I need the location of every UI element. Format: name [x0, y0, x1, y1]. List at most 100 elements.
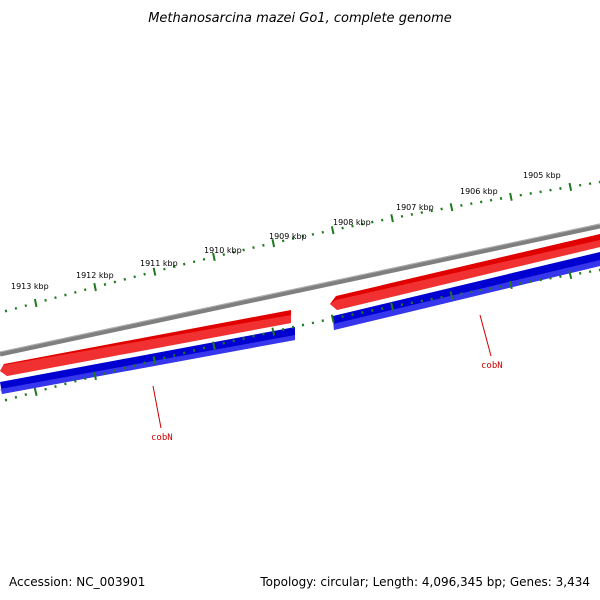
outer-tick-mark — [330, 226, 335, 235]
inner-tick-mark — [351, 313, 354, 316]
inner-tick-mark — [499, 285, 503, 289]
inner-tick-mark — [301, 323, 305, 327]
outer-tick-mark — [430, 209, 433, 213]
inner-tick-mark — [152, 356, 157, 365]
inner-tick-mark — [202, 346, 206, 350]
inner-tick-mark — [529, 280, 532, 284]
inner-tick-mark — [14, 395, 18, 399]
outer-tick-mark — [588, 182, 592, 186]
tick-label-1910: 1910 kbp — [204, 246, 242, 255]
inner-tick-mark — [83, 377, 87, 381]
outer-tick-mark — [222, 253, 226, 256]
outer-tick-mark — [568, 182, 573, 192]
inner-tick-mark — [371, 309, 374, 312]
inner-tick-mark — [24, 393, 28, 397]
inner-tick-mark — [133, 364, 136, 367]
inner-tick-mark — [252, 334, 255, 338]
outer-tick-mark — [371, 220, 374, 224]
outer-tick-mark — [281, 239, 285, 243]
reverse-strand-track — [0, 252, 600, 394]
outer-tick-mark — [54, 296, 57, 300]
outer-tick-mark — [93, 282, 97, 292]
inner-tick-mark — [410, 301, 414, 305]
outer-tick-mark — [529, 192, 532, 195]
inner-tick-mark — [539, 278, 542, 282]
outer-tick-mark — [479, 200, 483, 204]
outer-tick-mark — [420, 211, 424, 215]
gene-label-cobN-left[interactable]: cobN — [151, 433, 173, 443]
inner-tick-mark — [271, 327, 276, 336]
inner-tick-mark — [578, 271, 582, 275]
tick-label-1907: 1907 kbp — [396, 203, 434, 212]
inner-tick-mark — [103, 371, 107, 375]
forward-strand-track — [0, 234, 600, 376]
gene-label-leader-line — [152, 385, 162, 429]
accession-text: Accession: NC_003901 — [9, 575, 145, 589]
outer-tick-mark — [252, 246, 255, 250]
outer-tick-mark — [539, 190, 542, 194]
outer-tick-mark — [380, 218, 384, 222]
inner-tick-mark — [321, 319, 325, 323]
gene-label-cobN-right[interactable]: cobN — [481, 361, 503, 371]
outer-tick-mark — [390, 214, 394, 223]
inner-tick-mark — [519, 281, 523, 285]
inner-tick-mark — [420, 299, 424, 303]
inner-tick-mark — [460, 292, 463, 296]
outer-tick-mark — [64, 293, 67, 297]
outer-tick-mark — [509, 192, 513, 201]
inner-tick-mark — [361, 311, 364, 314]
outer-tick-mark — [152, 267, 157, 276]
outer-tick-mark — [440, 207, 443, 211]
inner-tick-mark — [470, 290, 473, 294]
inner-tick-mark — [93, 371, 97, 381]
outer-tick-mark — [74, 290, 77, 294]
inner-tick-mark — [489, 286, 493, 290]
inner-tick-mark — [4, 398, 8, 402]
inner-tick-mark — [242, 337, 245, 340]
outer-tick-mark — [489, 198, 493, 202]
outer-tick-mark — [499, 197, 503, 200]
outer-tick-mark — [291, 237, 295, 241]
tick-label-1911: 1911 kbp — [140, 259, 178, 268]
gene-label-group-left: cobN — [151, 385, 173, 443]
inner-tick-mark — [173, 353, 176, 357]
outer-tick-mark — [123, 277, 127, 281]
tick-label-1908: 1908 kbp — [333, 218, 371, 227]
outer-tick-mark — [133, 275, 136, 279]
outer-tick-mark — [400, 214, 404, 218]
gene-label-leader-line — [479, 314, 492, 357]
outer-tick-mark — [83, 288, 87, 292]
outer-tick-mark — [143, 272, 146, 276]
tick-label-1909: 1909 kbp — [269, 232, 307, 241]
tick-label-1905: 1905 kbp — [523, 171, 561, 180]
outer-tick-mark — [4, 309, 8, 313]
outer-tick-mark — [163, 267, 166, 271]
tick-label-1906: 1906 kbp — [460, 187, 498, 196]
inner-tick-mark — [479, 288, 483, 292]
inner-tick-mark — [449, 291, 454, 300]
outer-tick-mark — [470, 202, 473, 206]
inner-tick-mark — [44, 387, 47, 391]
gene-bar-reverse-right-shade — [333, 260, 600, 330]
inner-tick-mark — [222, 341, 226, 345]
outer-tick-mark — [351, 224, 354, 228]
genome-backbone — [0, 223, 600, 357]
outer-tick-mark — [578, 183, 582, 187]
inner-tick-mark — [74, 379, 77, 383]
genome-backbone-highlight — [0, 223, 600, 353]
outer-tick-mark — [242, 248, 245, 252]
inner-tick-mark — [33, 387, 38, 397]
outer-tick-mark — [14, 306, 18, 310]
tick-labels: 1905 kbp 1906 kbp 1907 kbp 1908 kbp 1909… — [11, 171, 561, 291]
inner-tick-mark — [380, 307, 384, 310]
gene-arrow-forward-right-shade — [330, 240, 600, 310]
outer-tick-mark — [410, 213, 414, 216]
inner-tick-mark — [54, 385, 57, 389]
inner-tick-mark — [559, 275, 562, 279]
inner-tick-mark — [281, 327, 285, 331]
outer-tick-mark — [311, 232, 315, 236]
outer-tick-mark — [202, 257, 206, 261]
gene-arrow-forward-left-shade — [0, 315, 291, 376]
outer-tick-mark — [321, 230, 325, 234]
